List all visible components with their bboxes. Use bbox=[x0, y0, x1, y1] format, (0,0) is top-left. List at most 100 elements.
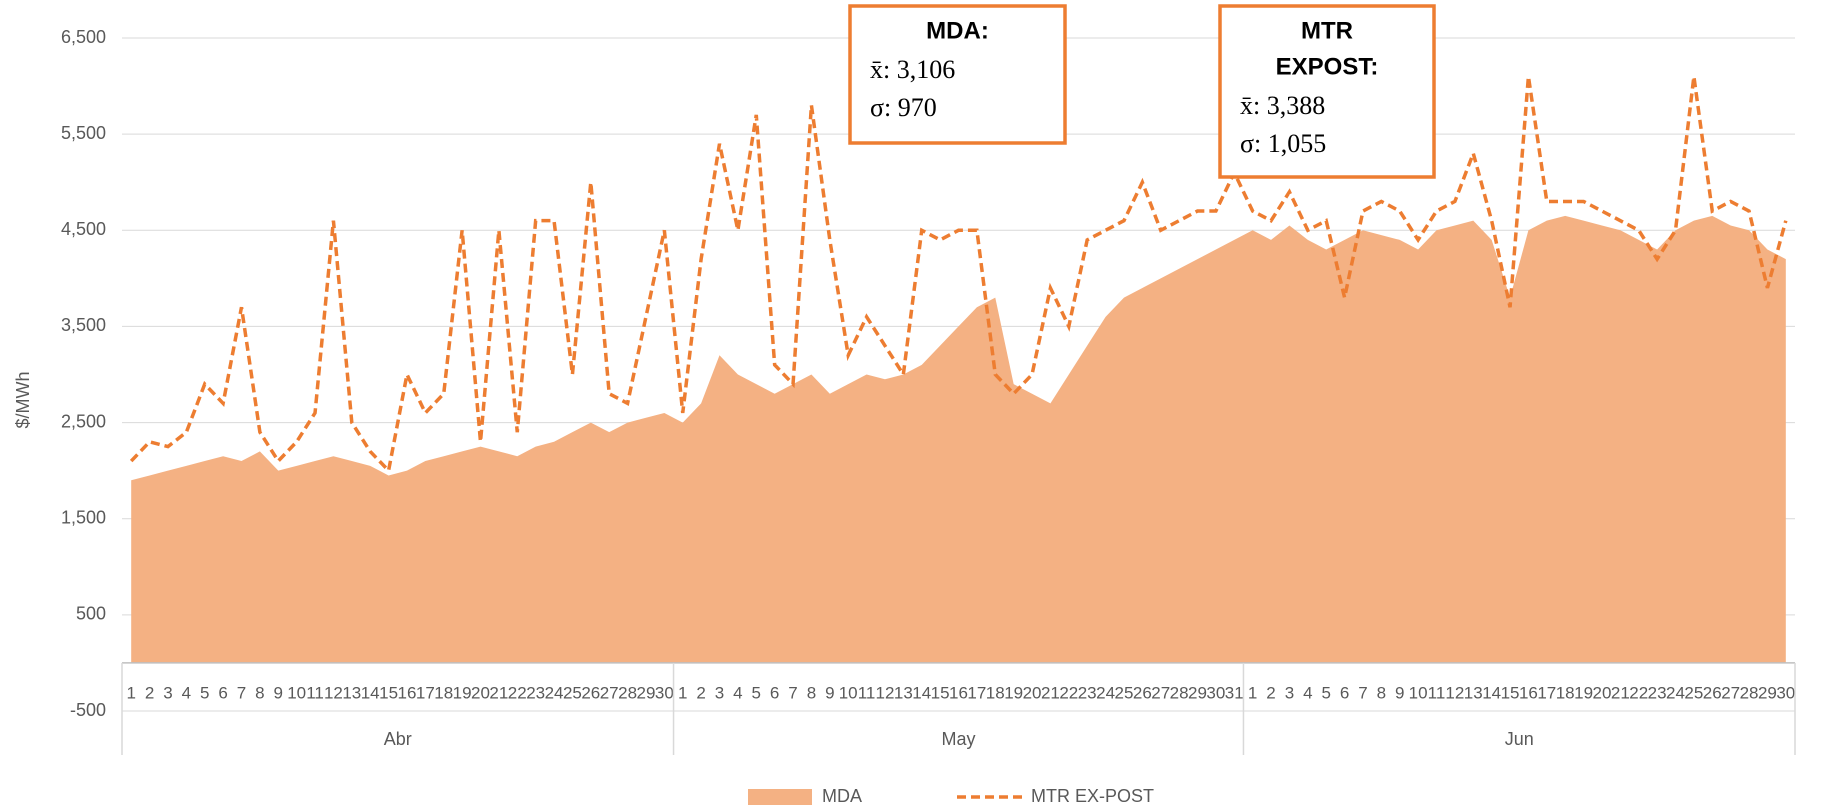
x-tick-label: 30 bbox=[655, 683, 674, 702]
x-tick-label: 5 bbox=[200, 683, 209, 702]
x-tick-label: 24 bbox=[545, 683, 564, 702]
x-tick-label: 31 bbox=[1225, 683, 1244, 702]
x-tick-label: 1 bbox=[1248, 683, 1257, 702]
x-tick-label: 2 bbox=[1266, 683, 1275, 702]
legend-swatch bbox=[748, 789, 812, 805]
x-tick-label: 17 bbox=[1537, 683, 1556, 702]
annotation-text: x̄: 3,388 bbox=[1240, 91, 1325, 120]
x-tick-label: 13 bbox=[894, 683, 913, 702]
x-tick-label: 27 bbox=[1721, 683, 1740, 702]
x-tick-label: 4 bbox=[733, 683, 742, 702]
month-label: Jun bbox=[1505, 729, 1534, 749]
y-tick-label: 2,500 bbox=[61, 411, 106, 431]
x-tick-label: 21 bbox=[489, 683, 508, 702]
x-tick-label: 23 bbox=[526, 683, 545, 702]
x-tick-label: 28 bbox=[1740, 683, 1759, 702]
x-tick-label: 17 bbox=[967, 683, 986, 702]
x-tick-label: 9 bbox=[1395, 683, 1404, 702]
x-tick-label: 20 bbox=[471, 683, 490, 702]
legend-label: MTR EX-POST bbox=[1031, 786, 1154, 806]
x-tick-label: 25 bbox=[563, 683, 582, 702]
x-tick-label: 25 bbox=[1684, 683, 1703, 702]
annotation-text: x̄: 3,106 bbox=[870, 55, 955, 84]
x-tick-label: 16 bbox=[398, 683, 417, 702]
x-tick-label: 10 bbox=[1409, 683, 1428, 702]
month-label: Abr bbox=[384, 729, 412, 749]
x-tick-label: 16 bbox=[949, 683, 968, 702]
x-tick-label: 11 bbox=[306, 683, 324, 702]
x-tick-label: 12 bbox=[324, 683, 343, 702]
x-tick-label: 24 bbox=[1666, 683, 1685, 702]
x-tick-label: 9 bbox=[274, 683, 283, 702]
x-tick-label: 9 bbox=[825, 683, 834, 702]
x-tick-label: 18 bbox=[986, 683, 1005, 702]
x-tick-label: 29 bbox=[637, 683, 656, 702]
x-tick-label: 22 bbox=[508, 683, 527, 702]
x-tick-label: 2 bbox=[145, 683, 154, 702]
x-tick-label: 18 bbox=[434, 683, 453, 702]
annotation-title: EXPOST: bbox=[1276, 53, 1379, 80]
x-tick-label: 21 bbox=[1611, 683, 1630, 702]
annotation-text: σ: 970 bbox=[870, 93, 937, 122]
x-tick-label: 17 bbox=[416, 683, 435, 702]
x-tick-label: 24 bbox=[1096, 683, 1115, 702]
x-tick-label: 27 bbox=[1151, 683, 1170, 702]
y-tick-label: 4,500 bbox=[61, 219, 106, 239]
x-tick-label: 26 bbox=[1133, 683, 1152, 702]
x-tick-label: 21 bbox=[1041, 683, 1060, 702]
x-tick-label: 19 bbox=[453, 683, 472, 702]
x-tick-label: 29 bbox=[1188, 683, 1207, 702]
x-tick-label: 8 bbox=[1377, 683, 1386, 702]
x-tick-label: 15 bbox=[1501, 683, 1520, 702]
x-tick-label: 15 bbox=[931, 683, 950, 702]
y-tick-label: 3,500 bbox=[61, 315, 106, 335]
x-tick-label: 4 bbox=[182, 683, 191, 702]
x-tick-label: 7 bbox=[237, 683, 246, 702]
x-tick-label: 18 bbox=[1556, 683, 1575, 702]
x-tick-label: 5 bbox=[752, 683, 761, 702]
x-tick-label: 19 bbox=[1574, 683, 1593, 702]
x-tick-label: 6 bbox=[218, 683, 227, 702]
month-label: May bbox=[941, 729, 975, 749]
y-tick-label: 500 bbox=[76, 604, 106, 624]
x-tick-label: 4 bbox=[1303, 683, 1312, 702]
y-axis-label: $/MWh bbox=[13, 371, 33, 428]
x-tick-label: 20 bbox=[1593, 683, 1612, 702]
chart: $/MWh -5005001,5002,5003,5004,5005,5006,… bbox=[0, 0, 1825, 810]
x-tick-label: 11 bbox=[1428, 683, 1446, 702]
x-tick-label: 7 bbox=[788, 683, 797, 702]
x-tick-label: 3 bbox=[1285, 683, 1294, 702]
x-tick-label: 13 bbox=[342, 683, 361, 702]
annotation-text: σ: 1,055 bbox=[1240, 129, 1326, 158]
x-tick-label: 23 bbox=[1648, 683, 1667, 702]
x-tick-label: 30 bbox=[1206, 683, 1225, 702]
x-tick-label: 14 bbox=[1482, 683, 1501, 702]
x-tick-label: 12 bbox=[876, 683, 895, 702]
x-tick-label: 16 bbox=[1519, 683, 1538, 702]
annotation-title: MDA: bbox=[926, 17, 989, 44]
x-tick-label: 28 bbox=[1170, 683, 1189, 702]
x-tick-label: 5 bbox=[1321, 683, 1330, 702]
x-tick-label: 25 bbox=[1115, 683, 1134, 702]
x-tick-label: 19 bbox=[1004, 683, 1023, 702]
x-tick-label: 1 bbox=[678, 683, 687, 702]
x-tick-label: 14 bbox=[361, 683, 380, 702]
area bbox=[131, 216, 1786, 663]
y-tick-label: 5,500 bbox=[61, 123, 106, 143]
x-tick-label: 12 bbox=[1445, 683, 1464, 702]
x-tick-label: 22 bbox=[1629, 683, 1648, 702]
x-tick-label: 28 bbox=[618, 683, 637, 702]
x-tick-label: 10 bbox=[287, 683, 306, 702]
x-tick-label: 1 bbox=[126, 683, 135, 702]
x-tick-label: 15 bbox=[379, 683, 398, 702]
x-tick-label: 6 bbox=[1340, 683, 1349, 702]
y-tick-label: -500 bbox=[70, 700, 106, 720]
x-tick-label: 30 bbox=[1776, 683, 1795, 702]
x-tick-label: 13 bbox=[1464, 683, 1483, 702]
x-tick-label: 8 bbox=[255, 683, 264, 702]
x-tick-label: 7 bbox=[1358, 683, 1367, 702]
annotation-title: MTR bbox=[1301, 17, 1353, 44]
y-tick-label: 1,500 bbox=[61, 507, 106, 527]
x-tick-label: 8 bbox=[807, 683, 816, 702]
x-tick-label: 3 bbox=[163, 683, 172, 702]
